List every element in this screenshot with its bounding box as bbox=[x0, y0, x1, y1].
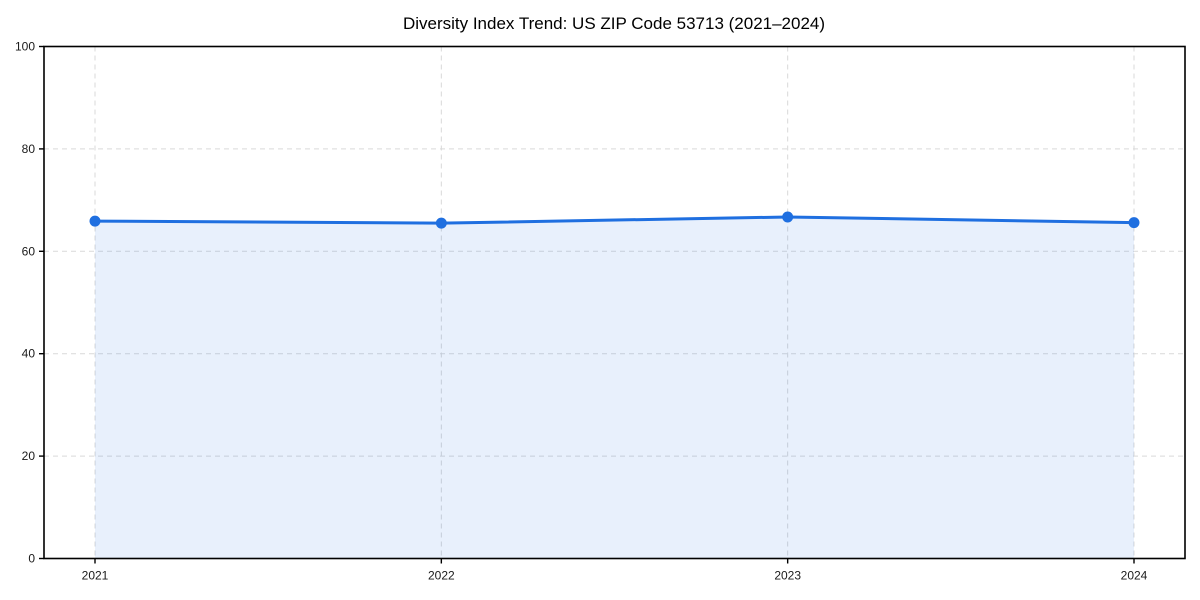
axes bbox=[39, 45, 1186, 564]
x-tick-label-2021: 2021 bbox=[82, 569, 109, 583]
data-point-2021 bbox=[89, 215, 101, 227]
x-tick-label-2023: 2023 bbox=[774, 569, 801, 583]
data-point-2024 bbox=[1128, 217, 1140, 229]
area-fill bbox=[95, 216, 1134, 559]
trend-line bbox=[93, 215, 1136, 225]
tick-labels: 0 20 40 60 80 100 2021 2022 2023 2024 bbox=[15, 40, 1148, 583]
x-tick-label-2024: 2024 bbox=[1121, 569, 1148, 583]
x-tick-label-2022: 2022 bbox=[428, 569, 455, 583]
data-points bbox=[89, 211, 1140, 229]
y-tick-label-60: 60 bbox=[22, 244, 36, 258]
data-point-2023 bbox=[782, 211, 794, 223]
series-line-diversity-index bbox=[93, 215, 1136, 225]
y-tick-label-80: 80 bbox=[22, 142, 36, 156]
gridlines bbox=[44, 46, 1185, 559]
y-tick-label-0: 0 bbox=[28, 552, 35, 566]
y-tick-label-100: 100 bbox=[15, 40, 35, 54]
plot-border bbox=[43, 45, 1186, 560]
y-tick-label-40: 40 bbox=[22, 347, 36, 361]
data-point-2022 bbox=[435, 217, 447, 229]
series-area-diversity-index bbox=[95, 216, 1134, 559]
chart-title: Diversity Index Trend: US ZIP Code 53713… bbox=[403, 14, 825, 33]
y-tick-label-20: 20 bbox=[22, 449, 36, 463]
